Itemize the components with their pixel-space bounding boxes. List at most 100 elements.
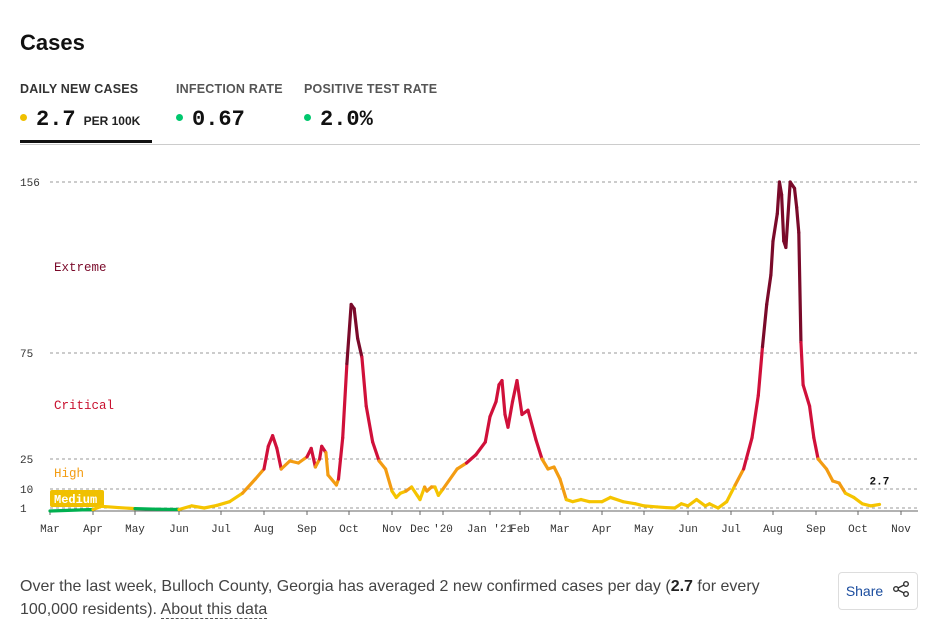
y-tick-label: 25 bbox=[20, 455, 33, 467]
share-button[interactable]: Share bbox=[838, 572, 918, 610]
tab-positive-test-rate[interactable]: POSITIVE TEST RATE 2.0% bbox=[304, 82, 464, 143]
cases-line-segment bbox=[540, 457, 550, 471]
cases-line-segment bbox=[716, 500, 729, 510]
cases-line-segment bbox=[341, 362, 349, 440]
x-tick-label: Oct bbox=[848, 524, 868, 536]
x-tick-label: Oct bbox=[339, 524, 359, 536]
cases-line-segment bbox=[228, 491, 245, 504]
tab-label: DAILY NEW CASES bbox=[20, 82, 139, 96]
cases-line-segment bbox=[360, 355, 368, 408]
cases-line-segment bbox=[852, 495, 864, 506]
cases-line-segment bbox=[621, 500, 638, 506]
cases-line-segment bbox=[296, 455, 309, 465]
x-tick-label: Feb bbox=[510, 524, 530, 536]
cases-line-segment bbox=[795, 205, 801, 235]
cases-line-segment bbox=[534, 438, 544, 461]
cases-line-segment bbox=[765, 273, 773, 307]
cases-line-segment bbox=[326, 473, 338, 487]
cases-line-segment bbox=[784, 180, 792, 250]
cases-line-segment bbox=[275, 446, 283, 471]
cases-line-segment bbox=[869, 502, 882, 508]
cases-line-segment bbox=[725, 483, 737, 504]
share-icon bbox=[892, 580, 910, 603]
x-tick-label: '20 bbox=[433, 524, 453, 536]
cases-line-segment bbox=[608, 495, 625, 504]
about-data-link[interactable]: About this data bbox=[160, 601, 268, 619]
cases-line-segment bbox=[750, 393, 760, 440]
cases-line-segment bbox=[494, 383, 501, 404]
x-tick-label: Apr bbox=[592, 524, 612, 536]
cases-line-segment bbox=[797, 231, 803, 345]
cases-line-segment bbox=[741, 436, 754, 471]
status-dot-icon bbox=[176, 114, 183, 121]
zone-label-medium: Medium bbox=[54, 493, 97, 507]
cases-line-segment bbox=[733, 467, 746, 487]
cases-line-segment bbox=[526, 408, 538, 442]
zone-label-background bbox=[50, 490, 104, 507]
cases-line-segment bbox=[642, 504, 659, 509]
cases-line-segment bbox=[271, 434, 279, 450]
cases-line-segment bbox=[816, 457, 829, 471]
cases-line-segment bbox=[500, 378, 507, 417]
cases-line-segment bbox=[116, 505, 137, 511]
cases-line-segment bbox=[215, 500, 232, 508]
cases-line-segment bbox=[558, 477, 568, 502]
y-tick-label: 156 bbox=[20, 178, 40, 190]
cases-line-segment bbox=[455, 461, 469, 471]
tab-label: POSITIVE TEST RATE bbox=[304, 82, 438, 96]
cases-line-segment bbox=[240, 477, 257, 495]
tab-unit: PER 100K bbox=[83, 114, 141, 128]
x-tick-label: Aug bbox=[763, 524, 783, 536]
x-tick-label: Dec bbox=[410, 524, 430, 536]
cases-line-segment bbox=[799, 340, 805, 387]
cases-line-segment bbox=[356, 336, 364, 359]
cases-line-segment bbox=[253, 467, 266, 481]
cases-line-segment bbox=[279, 459, 292, 471]
last-value-label: 2.7 bbox=[870, 476, 890, 488]
description-suffix: for every 100,000 residents). bbox=[20, 578, 760, 618]
cases-line-segment bbox=[336, 436, 345, 481]
cases-line-segment bbox=[309, 446, 317, 469]
metric-tabs: DAILY NEW CASES 2.7 PER 100K INFECTION R… bbox=[20, 82, 920, 145]
x-tick-label: Sep bbox=[297, 524, 317, 536]
cases-line-segment bbox=[824, 467, 835, 483]
cases-line-segment bbox=[812, 436, 820, 461]
tab-label: INFECTION RATE bbox=[176, 82, 283, 96]
cases-line-segment bbox=[807, 404, 816, 440]
cases-line-segment bbox=[418, 485, 427, 502]
cases-line-segment bbox=[202, 503, 219, 510]
cases-line-segment bbox=[377, 459, 388, 471]
cases-line-segment bbox=[792, 186, 799, 209]
cases-line-segment bbox=[760, 302, 769, 349]
cases-line-segment bbox=[133, 507, 159, 511]
x-tick-label: Sep bbox=[806, 524, 826, 536]
cases-line-segment bbox=[190, 504, 206, 510]
x-tick-label: May bbox=[634, 524, 654, 536]
cases-line-segment bbox=[686, 497, 699, 508]
tab-value: 0.67 bbox=[192, 107, 245, 132]
cases-line-segment bbox=[837, 481, 848, 495]
zone-label-critical: Critical bbox=[54, 399, 114, 413]
cases-line-segment bbox=[474, 440, 487, 457]
cases-line-segment bbox=[99, 504, 120, 510]
cases-line-segment bbox=[345, 302, 353, 366]
x-tick-label: Nov bbox=[382, 524, 402, 536]
cases-line-segment bbox=[777, 180, 784, 197]
x-tick-label: Mar bbox=[40, 524, 60, 536]
description-prefix: Over the last week, Bulloch County, Geor… bbox=[20, 578, 671, 595]
cases-line-segment bbox=[552, 465, 562, 481]
y-tick-label: 1 bbox=[20, 504, 27, 516]
cases-line-segment bbox=[352, 307, 360, 340]
zone-label-high: High bbox=[54, 467, 84, 481]
cases-line-segment bbox=[383, 467, 394, 493]
zone-label-extreme: Extreme bbox=[54, 261, 107, 275]
x-tick-label: May bbox=[125, 524, 145, 536]
page-title: Cases bbox=[20, 30, 85, 55]
cases-line-segment bbox=[771, 212, 779, 243]
tab-daily-new-cases[interactable]: DAILY NEW CASES 2.7 PER 100K bbox=[20, 82, 152, 143]
tab-infection-rate[interactable]: INFECTION RATE 0.67 bbox=[176, 82, 286, 143]
tab-value: 2.0% bbox=[320, 107, 373, 132]
cases-line-segment bbox=[488, 400, 498, 419]
cases-line-segment bbox=[441, 467, 459, 491]
status-dot-icon bbox=[20, 114, 27, 121]
